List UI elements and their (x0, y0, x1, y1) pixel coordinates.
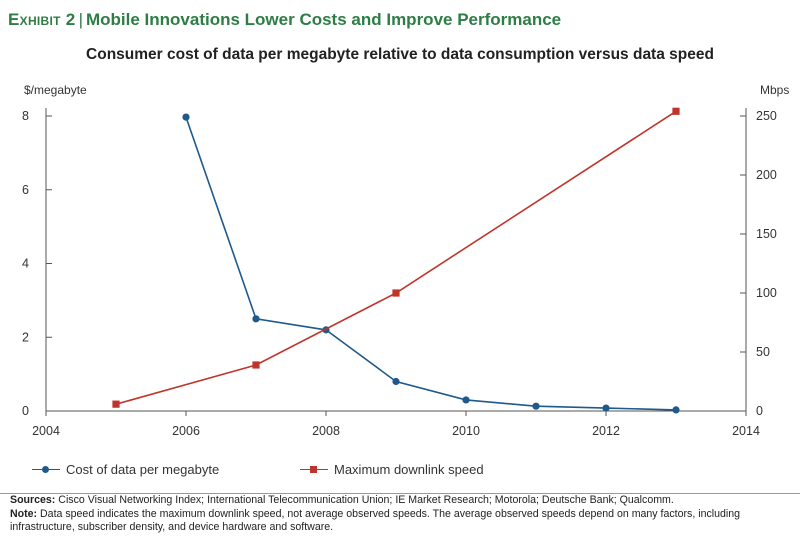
data-point-cost (602, 404, 610, 412)
y-tick-label-left: 0 (22, 404, 29, 418)
x-tick-label: 2004 (32, 424, 60, 438)
data-point-cost (462, 396, 470, 404)
data-point-speed (112, 400, 120, 408)
x-tick-label: 2010 (452, 424, 480, 438)
legend-swatch-cost (32, 463, 60, 477)
data-point-speed (672, 107, 680, 115)
sources-text: Cisco Visual Networking Index; Internati… (58, 494, 674, 506)
y-axis-label-left: $/megabyte (24, 83, 87, 97)
data-point-cost (532, 402, 540, 410)
legend-label-speed: Maximum downlink speed (334, 462, 484, 477)
data-point-cost (252, 315, 260, 323)
y-tick-label-left: 6 (22, 183, 29, 197)
legend-item-cost: Cost of data per megabyte (32, 462, 219, 477)
data-point-speed (392, 289, 400, 297)
sources-label: Sources: (10, 494, 56, 506)
y-tick-label-right: 250 (756, 109, 777, 123)
exhibit-title: Mobile Innovations Lower Costs and Impro… (85, 10, 562, 29)
data-point-cost (672, 406, 680, 414)
y-tick-label-right: 100 (756, 286, 777, 300)
footer-note: Note: Data speed indicates the maximum d… (0, 508, 800, 535)
legend: Cost of data per megabyte Maximum downli… (0, 462, 800, 488)
y-tick-label-right: 0 (756, 404, 763, 418)
y-axis-label-right: Mbps (760, 83, 789, 97)
y-tick-label-right: 50 (756, 345, 770, 359)
data-point-cost (182, 113, 190, 121)
chart: $/megabyte Mbps 0 2 4 6 8 0 50 100 150 200 250 2004 20… (22, 83, 789, 438)
exhibit-separator: | (78, 10, 83, 29)
data-point-speed (252, 361, 260, 369)
note-text: Data speed indicates the maximum downlin… (10, 507, 741, 534)
exhibit-label: Exhibit 2 (8, 10, 76, 29)
y-tick-label-left: 8 (22, 109, 29, 123)
series-line-speed (115, 110, 677, 405)
x-tick-label: 2008 (312, 424, 340, 438)
legend-label-cost: Cost of data per megabyte (66, 462, 220, 477)
y-tick-label-left: 4 (22, 257, 29, 271)
footer-sources: Sources: Cisco Visual Networking Index; … (0, 494, 800, 508)
legend-swatch-speed (300, 463, 328, 477)
legend-item-speed: Maximum downlink speed (300, 462, 484, 477)
y-tick-label-right: 200 (756, 168, 777, 182)
series-line-cost (185, 116, 677, 411)
y-tick-label-right: 150 (756, 227, 777, 241)
data-point-cost (392, 377, 400, 386)
x-tick-label: 2014 (732, 424, 760, 438)
y-tick-label-left: 2 (22, 330, 29, 344)
exhibit-heading: Exhibit 2 | Mobile Innovations Lower Costs… (8, 10, 561, 30)
x-tick-label: 2006 (172, 424, 200, 438)
note-label: Note: (10, 507, 38, 520)
x-tick-label: 2012 (592, 424, 620, 438)
chart-subtitle: Consumer cost of data per megabyte relat… (86, 46, 714, 63)
footer: Sources: Cisco Visual Networking Index; … (0, 493, 800, 535)
